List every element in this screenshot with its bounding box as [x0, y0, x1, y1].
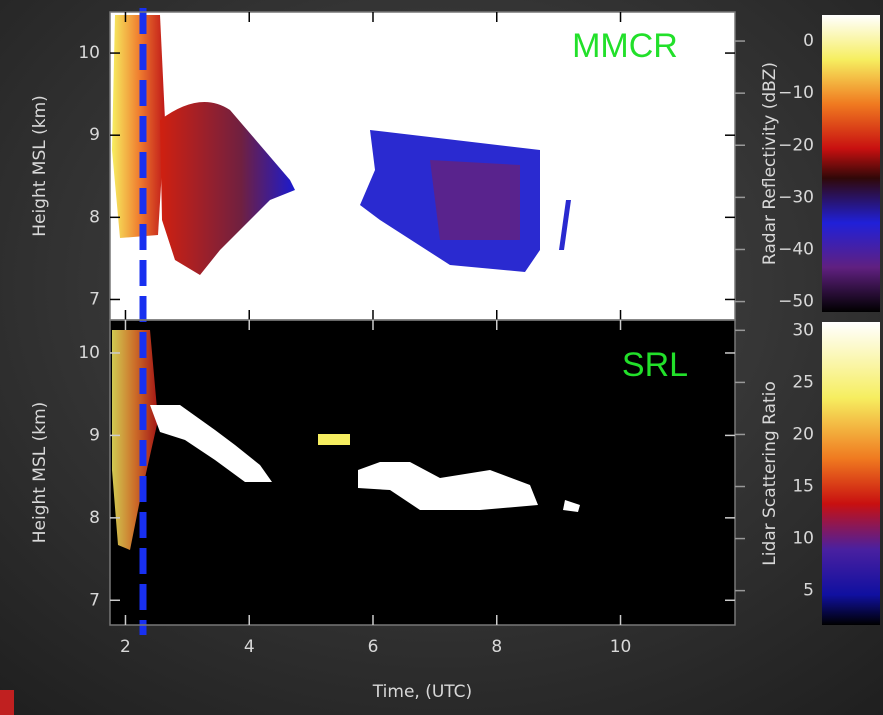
y-axis-label: Height MSL (km) [30, 95, 50, 237]
y-tick-label: 9 [89, 425, 100, 445]
colorbar-label: Radar Reflectivity (dBZ) [760, 62, 780, 265]
x-tick-label: 6 [368, 637, 379, 657]
radar-echoes [112, 15, 571, 275]
y-axis-label: Height MSL (km) [30, 402, 50, 544]
colorbar-tick-label: −30 [778, 187, 814, 207]
return [358, 462, 538, 510]
y-tick-label: 7 [89, 590, 100, 610]
echo [112, 15, 165, 238]
y-tick-label: 7 [89, 289, 100, 309]
echo [430, 160, 520, 240]
colorbar-tick-label: 30 [792, 320, 814, 340]
axes-frame [109, 319, 736, 626]
colorbar-tick-label: −20 [778, 135, 814, 155]
colorbar-tick-label: −50 [778, 292, 814, 312]
colorbar-label: Lidar Scattering Ratio [760, 381, 780, 565]
colorbar-tick-label: 20 [792, 424, 814, 444]
y-tick-label: 10 [78, 343, 100, 363]
y-tick-label: 8 [89, 207, 100, 227]
slide-corner [0, 690, 14, 715]
colorbar-radar [822, 15, 880, 312]
y-tick-label: 10 [78, 43, 100, 63]
x-tick-label: 8 [491, 637, 502, 657]
colorbar-tick-label: 5 [803, 581, 814, 601]
x-tick-label: 4 [244, 637, 255, 657]
colorbar-lidar [822, 322, 880, 625]
colorbar-tick-label: −10 [778, 83, 814, 103]
x-tick-label: 10 [610, 637, 632, 657]
colorbar-tick-label: 10 [792, 529, 814, 549]
y-tick-label: 9 [89, 125, 100, 145]
echo [559, 200, 571, 250]
x-tick-label: 2 [120, 637, 131, 657]
return [150, 405, 272, 482]
colorbar-tick-label: −40 [778, 239, 814, 259]
annotation: MMCR [572, 27, 678, 65]
echo [160, 102, 295, 275]
y-tick-label: 8 [89, 508, 100, 528]
colorbar-tick-label: 0 [803, 31, 814, 51]
annotation: SRL [622, 346, 688, 384]
return [563, 500, 580, 512]
colorbar-tick-label: 25 [792, 372, 814, 392]
return [318, 434, 350, 445]
x-axis-label: Time, (UTC) [372, 682, 472, 702]
colorbar-tick-label: 15 [792, 477, 814, 497]
